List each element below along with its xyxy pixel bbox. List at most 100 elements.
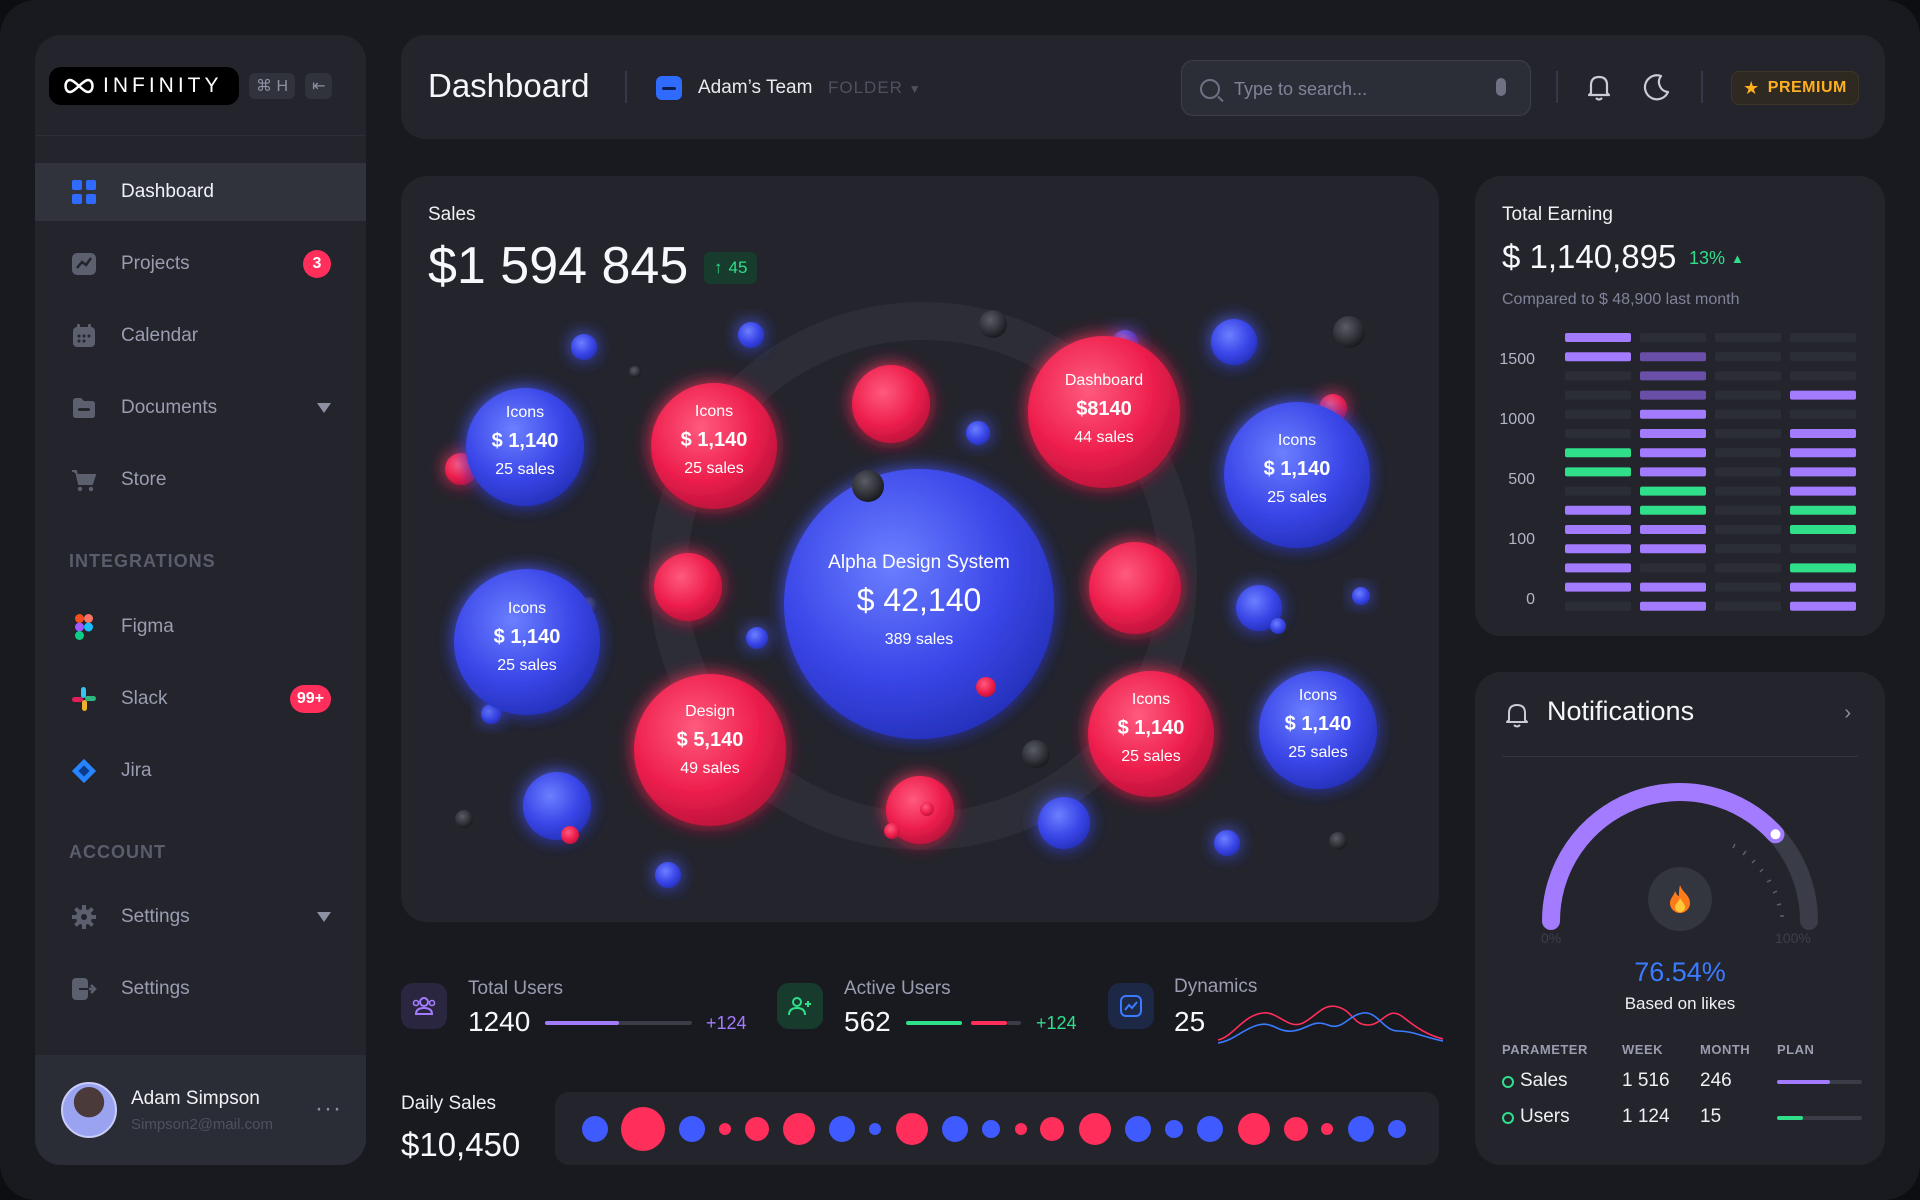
plan-fill — [1777, 1080, 1830, 1084]
daily-sales-dot-strip — [582, 1107, 1406, 1151]
bubble-icons-2[interactable] — [651, 383, 777, 509]
sidebar-item-settings-2[interactable]: Settings — [35, 960, 366, 1018]
earning-bar-segment — [1790, 544, 1856, 554]
earning-title: Total Earning — [1502, 204, 1613, 225]
search-input[interactable] — [1234, 75, 1474, 103]
sidebar-item-documents[interactable]: Documents — [35, 379, 366, 437]
user-profile[interactable]: Adam Simpson Simpson2@mail.com ··· — [35, 1055, 366, 1165]
earning-bar-segment — [1565, 525, 1631, 534]
bubble-icons-6[interactable] — [1259, 671, 1377, 789]
bubble-value: $8140 — [1076, 398, 1132, 420]
bubble-chart — [445, 302, 1377, 888]
jira-icon — [71, 758, 97, 784]
earning-bar-segment — [1715, 486, 1781, 496]
total-users-value: 1240 — [468, 1006, 531, 1037]
earning-compare: Compared to $ 48,900 last month — [1502, 291, 1740, 308]
bubble-value: $ 1,140 — [680, 429, 748, 451]
earning-bar-segment — [1715, 448, 1781, 458]
earning-bar-segment — [1640, 544, 1706, 554]
moon-icon[interactable] — [1641, 71, 1673, 103]
bubble-design[interactable] — [634, 674, 786, 826]
bubble-label: Icons $ 1,140 25 sales — [1118, 691, 1185, 766]
premium-button[interactable]: ★ PREMIUM — [1731, 71, 1859, 105]
y-tick: 100 — [1508, 531, 1535, 548]
y-tick: 1500 — [1499, 351, 1535, 368]
earning-bar-segment — [1790, 467, 1856, 477]
sidebar-item-calendar[interactable]: Calendar — [35, 307, 366, 365]
bubble-title: Icons — [1298, 687, 1338, 704]
earning-bar-segment — [1565, 352, 1631, 362]
projects-count-badge: 3 — [303, 250, 331, 278]
users-icon — [401, 983, 447, 1029]
bell-icon[interactable] — [1583, 71, 1615, 103]
sidebar-item-dashboard[interactable]: Dashboard — [35, 163, 366, 221]
sidebar-item-jira[interactable]: Jira — [35, 742, 366, 800]
sidebar-item-slack[interactable]: Slack 99+ — [35, 670, 366, 728]
bubble-icons-1[interactable] — [466, 388, 584, 506]
param-week: 1 124 — [1622, 1106, 1670, 1127]
search-bar — [1181, 60, 1531, 116]
folder-icon — [656, 76, 682, 100]
earning-bar-segment — [1565, 486, 1631, 496]
bubble-sub: 25 sales — [1288, 744, 1348, 761]
earning-bar-segment — [1790, 409, 1856, 419]
figma-icon — [71, 614, 97, 640]
earning-bar-segment — [1715, 582, 1781, 592]
bubble-sub: 25 sales — [495, 461, 555, 478]
bubble-icons-5[interactable] — [1088, 671, 1214, 797]
earning-bar-segment — [1565, 409, 1631, 419]
earning-bar-chart — [1565, 333, 1856, 611]
param-week: 1 516 — [1622, 1070, 1670, 1091]
collapse-sidebar-button[interactable]: ⇤ — [305, 73, 333, 99]
earning-bar-segment — [1640, 390, 1706, 400]
earning-bar-segment — [1565, 544, 1631, 554]
earning-bar-segment — [1790, 429, 1856, 438]
sidebar-item-store[interactable]: Store — [35, 451, 366, 509]
bubble-sub: 25 sales — [1267, 489, 1327, 506]
bubble-label: Icons $ 1,140 25 sales — [1264, 432, 1331, 507]
sparkline-blue — [1218, 1012, 1443, 1044]
bubble-value: $ 1,140 — [1284, 713, 1352, 735]
shortcut-hint: ⌘ H — [249, 73, 295, 99]
bubble-dashboard[interactable] — [1028, 336, 1180, 488]
sidebar-item-figma[interactable]: Figma — [35, 598, 366, 656]
sales-growth-badge: ↑ 45 — [704, 252, 758, 284]
top-header: Dashboard Adam’s Team FOLDER ▼ ★ PREMIUM — [401, 35, 1885, 139]
team-name[interactable]: Adam’s Team — [698, 77, 813, 98]
microphone-icon[interactable] — [1496, 78, 1506, 96]
bubble-value: $ 42,140 — [856, 582, 982, 618]
chevron-right-icon[interactable]: › — [1844, 702, 1851, 724]
bubble-icons-4[interactable] — [454, 569, 600, 715]
bubble-alpha-design-system[interactable] — [784, 469, 1054, 739]
earning-bar-segment — [1790, 352, 1856, 362]
sidebar-item-settings[interactable]: Settings — [35, 888, 366, 946]
active-users-label: Active Users — [844, 978, 951, 999]
y-tick: 1000 — [1499, 411, 1535, 428]
section-label-account: ACCOUNT — [69, 842, 166, 862]
sales-amount: $1 594 845 — [428, 237, 689, 295]
search-icon — [1200, 79, 1220, 99]
active-users-value: 562 — [844, 1006, 891, 1037]
triangle-up-icon: ▲ — [1731, 251, 1744, 266]
param-month: 246 — [1700, 1070, 1732, 1091]
status-dot — [1502, 1076, 1514, 1088]
earning-bar-segment — [1565, 563, 1631, 573]
chevron-down-icon[interactable] — [317, 403, 331, 413]
bubble-icons-3[interactable] — [1224, 402, 1370, 548]
total-users-label: Total Users — [468, 978, 564, 999]
earning-bar-segment — [1640, 429, 1706, 438]
folder-dropdown[interactable]: FOLDER ▼ — [828, 78, 922, 98]
logo[interactable]: INFINITY — [49, 67, 239, 105]
divider — [625, 71, 627, 103]
sidebar-item-projects[interactable]: Projects 3 — [35, 235, 366, 293]
plan-fill — [1777, 1116, 1803, 1120]
chevron-down-icon[interactable] — [317, 912, 331, 922]
folder-icon — [71, 395, 97, 421]
logout-icon — [71, 976, 97, 1002]
gauge-max-label: 100% — [1775, 930, 1811, 946]
folder-label: FOLDER — [828, 78, 903, 97]
bubble-title: Icons — [1131, 691, 1171, 708]
star-icon: ★ — [1743, 77, 1760, 98]
earning-bar-segment — [1565, 371, 1631, 381]
more-options-icon[interactable]: ··· — [315, 1095, 342, 1122]
